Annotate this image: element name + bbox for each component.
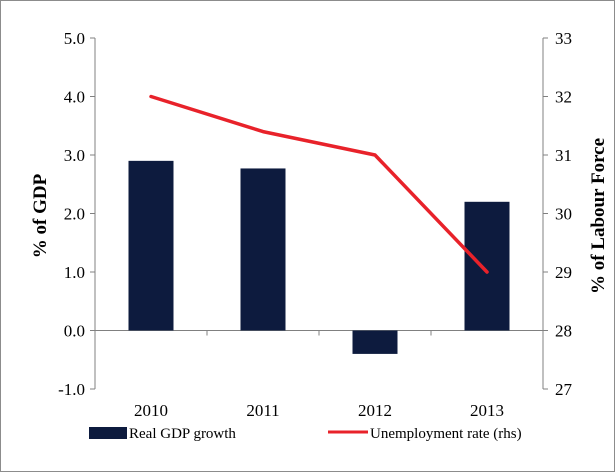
- x-tick-label: 2012: [358, 401, 392, 420]
- right-tick-label: 32: [555, 88, 572, 107]
- legend: Real GDP growth Unemployment rate (rhs): [89, 426, 522, 442]
- right-tick-label: 29: [555, 263, 572, 282]
- right-tick-label: 28: [555, 322, 572, 341]
- right-tick-label: 31: [555, 146, 572, 165]
- legend-swatch-bar: [89, 427, 127, 439]
- line-series: [149, 94, 489, 274]
- bar-series: [128, 160, 510, 354]
- left-tick-label: 0.0: [64, 322, 85, 341]
- left-tick-label: 1.0: [64, 263, 85, 282]
- x-tick-label: 2010: [134, 401, 168, 420]
- bar: [240, 168, 286, 331]
- left-axis-title: % of GDP: [30, 173, 51, 258]
- right-tick-label: 30: [555, 205, 572, 224]
- left-axis-ticks: 5.0 4.0 3.0 2.0 1.0 0.0 -1.0: [58, 29, 95, 399]
- x-tick-label: 2011: [246, 401, 279, 420]
- legend-label-bar: Real GDP growth: [129, 426, 236, 442]
- x-tick-label: 2013: [470, 401, 504, 420]
- right-tick-label: 27: [555, 380, 573, 399]
- left-tick-label: 2.0: [64, 205, 85, 224]
- bar: [352, 330, 398, 354]
- bar: [464, 201, 510, 331]
- right-tick-label: 33: [555, 29, 572, 48]
- left-tick-label: -1.0: [58, 380, 85, 399]
- right-axis-ticks: 33 32 31 30 29 28 27: [543, 29, 573, 399]
- legend-label-line: Unemployment rate (rhs): [370, 426, 522, 442]
- right-axis-title: % of Labour Force: [588, 138, 609, 294]
- left-tick-label: 4.0: [64, 88, 85, 107]
- unemployment-line: [149, 94, 489, 274]
- left-tick-label: 5.0: [64, 29, 85, 48]
- x-axis-ticks: 2010 2011 2012 2013: [134, 401, 504, 420]
- bar: [128, 160, 174, 331]
- left-tick-label: 3.0: [64, 146, 85, 165]
